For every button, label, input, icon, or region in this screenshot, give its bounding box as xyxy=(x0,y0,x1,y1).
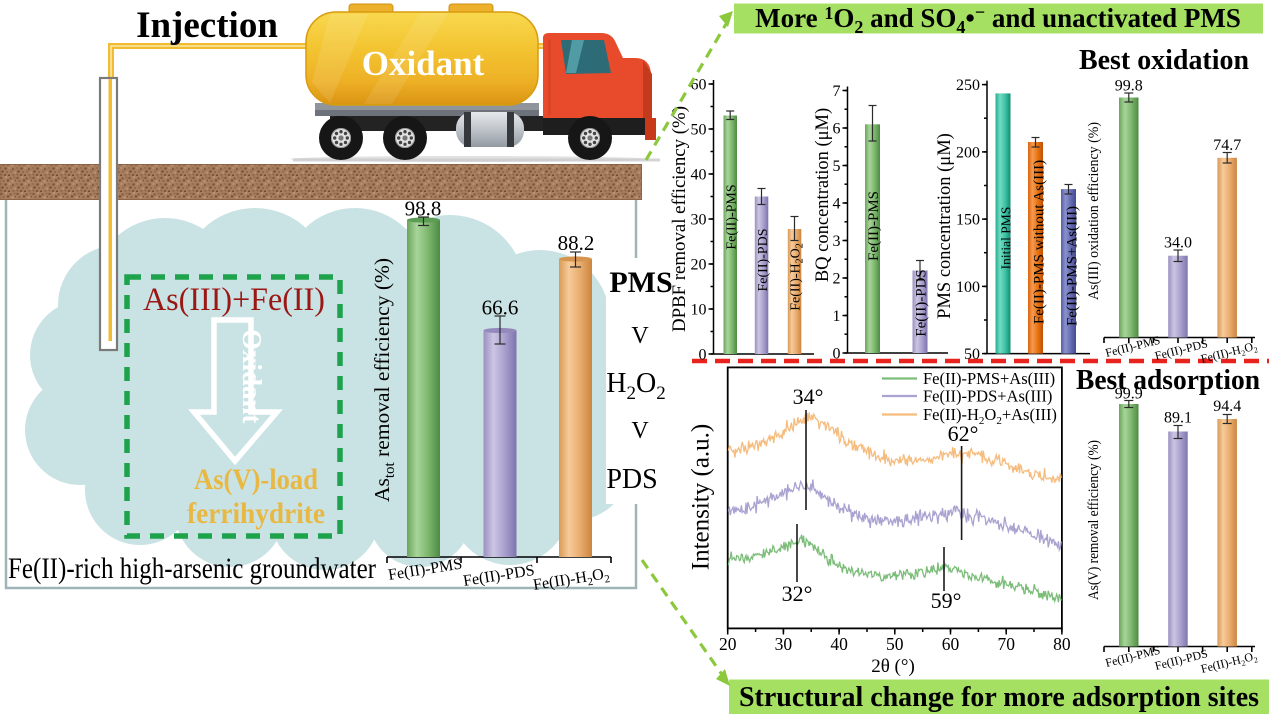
svg-text:100: 100 xyxy=(956,279,980,296)
svg-text:50: 50 xyxy=(691,122,707,139)
svg-text:ferrihydrite: ferrihydrite xyxy=(187,497,325,530)
svg-text:V: V xyxy=(631,418,649,444)
svg-text:Fe(II)-PMS+As(III): Fe(II)-PMS+As(III) xyxy=(1065,206,1081,326)
svg-text:Fe(II)-H2O2: Fe(II)-H2O2 xyxy=(789,243,806,311)
svg-text:40: 40 xyxy=(691,167,707,184)
svg-text:7: 7 xyxy=(833,83,841,100)
svg-text:60: 60 xyxy=(691,77,707,94)
svg-text:94.4: 94.4 xyxy=(1213,398,1241,415)
svg-text:As(V)-load: As(V)-load xyxy=(194,463,318,496)
svg-text:Initial PMS: Initial PMS xyxy=(999,207,1014,270)
svg-text:34°: 34° xyxy=(793,384,824,409)
svg-text:5: 5 xyxy=(833,158,841,175)
svg-text:Injection: Injection xyxy=(136,5,278,46)
svg-text:Fe(II)-rich high-arsenic groun: Fe(II)-rich high-arsenic groundwater xyxy=(8,552,376,585)
svg-text:88.2: 88.2 xyxy=(558,231,595,255)
svg-text:32°: 32° xyxy=(782,581,813,606)
svg-text:Intensity (a.u.): Intensity (a.u.) xyxy=(688,424,715,570)
svg-text:50: 50 xyxy=(886,634,904,654)
svg-text:Fe(II)-PMS: Fe(II)-PMS xyxy=(725,184,740,249)
svg-text:Fe(II)-PDS: Fe(II)-PDS xyxy=(756,229,771,292)
svg-text:89.1: 89.1 xyxy=(1164,410,1192,427)
svg-text:PMS concentration (μM): PMS concentration (μM) xyxy=(935,133,955,319)
svg-text:2θ (°): 2θ (°) xyxy=(871,656,915,677)
svg-text:Astot removal efficiency (%): Astot removal efficiency (%) xyxy=(370,258,398,502)
svg-text:59°: 59° xyxy=(931,588,962,613)
svg-text:As(III)+Fe(II): As(III)+Fe(II) xyxy=(143,282,325,318)
svg-text:Fe(II)-PMS: Fe(II)-PMS xyxy=(866,191,882,261)
svg-text:20: 20 xyxy=(719,634,737,654)
svg-text:As(V) removal efficiency (%): As(V) removal efficiency (%) xyxy=(1086,440,1102,600)
svg-text:34.0: 34.0 xyxy=(1164,235,1192,252)
svg-text:0: 0 xyxy=(699,347,707,364)
svg-text:70: 70 xyxy=(997,634,1015,654)
svg-text:98.8: 98.8 xyxy=(405,197,442,221)
svg-text:40: 40 xyxy=(830,634,848,654)
svg-text:Best adsorption: Best adsorption xyxy=(1076,364,1260,396)
svg-text:BQ concentration (μM): BQ concentration (μM) xyxy=(813,108,833,282)
svg-text:74.7: 74.7 xyxy=(1213,137,1241,154)
svg-text:As(III) oxidation efficiency (: As(III) oxidation efficiency (%) xyxy=(1086,122,1102,300)
svg-text:PMS: PMS xyxy=(609,266,672,299)
svg-text:Structural change for more ads: Structural change for more adsorption si… xyxy=(739,681,1259,713)
svg-text:Fe(II)-PMS without As(III): Fe(II)-PMS without As(III) xyxy=(1032,160,1048,324)
svg-text:DPBF removal efficiency (%): DPBF removal efficiency (%) xyxy=(670,106,690,332)
svg-text:150: 150 xyxy=(956,212,980,229)
svg-text:99.8: 99.8 xyxy=(1115,78,1143,95)
svg-text:66.6: 66.6 xyxy=(482,296,519,320)
svg-text:99.9: 99.9 xyxy=(1115,386,1143,403)
svg-text:PDS: PDS xyxy=(606,464,657,495)
svg-text:Fe(II)-PDS+As(III): Fe(II)-PDS+As(III) xyxy=(923,387,1052,406)
svg-text:62°: 62° xyxy=(948,421,979,446)
svg-text:20: 20 xyxy=(691,257,707,274)
svg-text:Fe(II)-PMS+As(III): Fe(II)-PMS+As(III) xyxy=(923,369,1055,388)
svg-text:Oxidant: Oxidant xyxy=(362,44,485,83)
svg-text:30: 30 xyxy=(775,634,793,654)
svg-text:2: 2 xyxy=(833,271,841,288)
svg-text:10: 10 xyxy=(691,302,707,319)
svg-text:6: 6 xyxy=(833,121,841,138)
svg-text:More 1O2 and SO4•− and unactiv: More 1O2 and SO4•− and unactivated PMS xyxy=(755,2,1241,37)
svg-text:0: 0 xyxy=(833,346,841,363)
svg-text:Fe(II)-H2O2+As(III): Fe(II)-H2O2+As(III) xyxy=(923,405,1057,427)
svg-text:4: 4 xyxy=(833,196,841,213)
svg-text:80: 80 xyxy=(1053,634,1071,654)
svg-text:30: 30 xyxy=(691,212,707,229)
svg-text:V: V xyxy=(631,323,649,349)
svg-text:Best oxidation: Best oxidation xyxy=(1079,44,1249,76)
svg-text:200: 200 xyxy=(956,144,980,161)
svg-text:3: 3 xyxy=(833,233,841,250)
svg-text:1: 1 xyxy=(833,308,841,325)
svg-text:50: 50 xyxy=(964,346,980,363)
svg-text:250: 250 xyxy=(956,77,980,94)
svg-text:60: 60 xyxy=(942,634,960,654)
svg-text:H2O2: H2O2 xyxy=(606,368,665,404)
svg-text:Oxidant: Oxidant xyxy=(237,329,267,424)
svg-text:Fe(II)-PDS: Fe(II)-PDS xyxy=(914,269,930,337)
